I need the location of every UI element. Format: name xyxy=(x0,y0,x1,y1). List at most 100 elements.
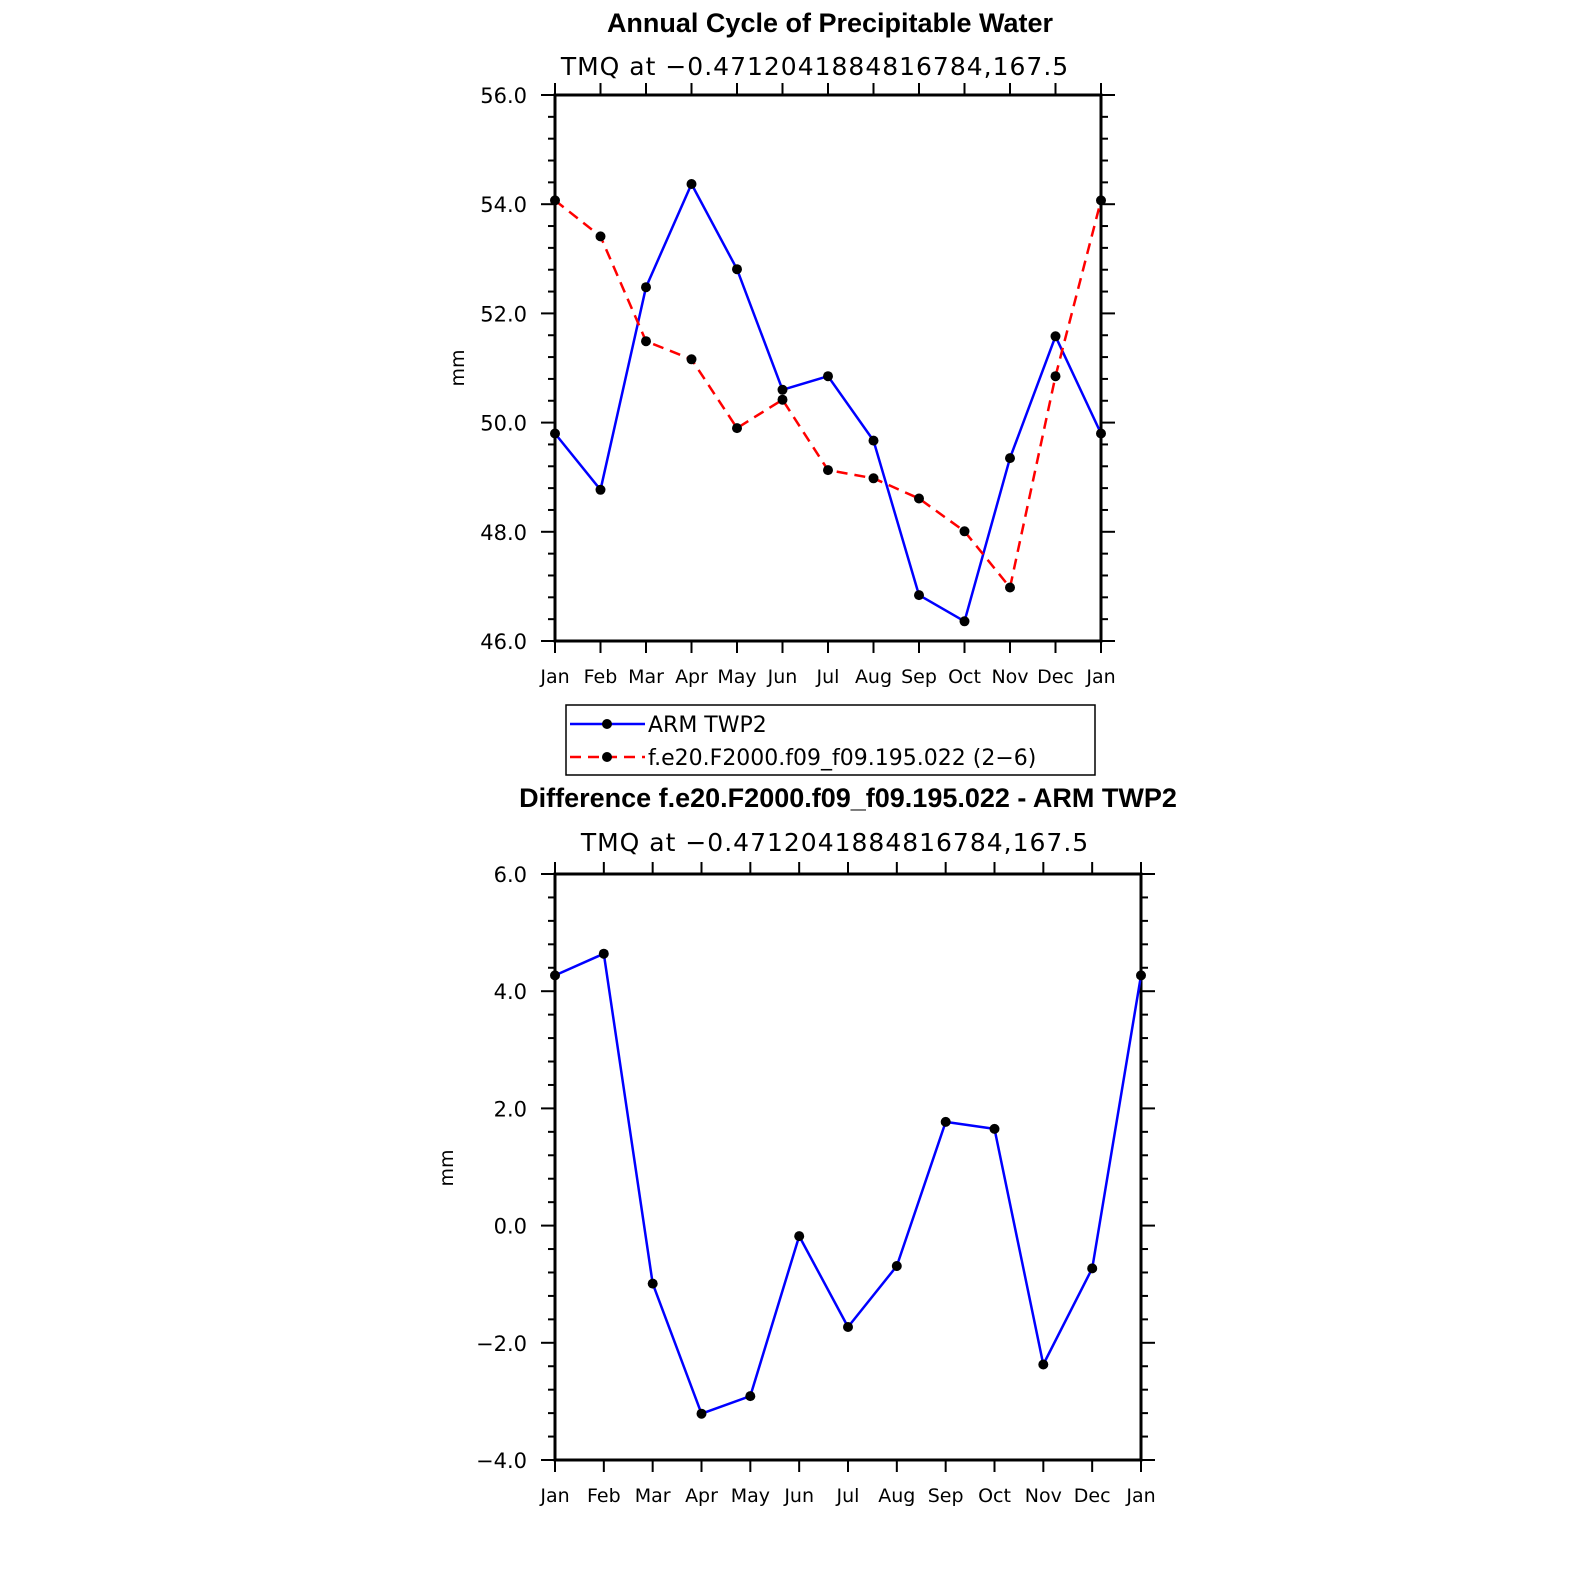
chart2-series-0-point xyxy=(647,1278,658,1289)
chart2-ytick-label: −4.0 xyxy=(476,1449,527,1473)
panel-annual-cycle: Annual Cycle of Precipitable Water TMQ a… xyxy=(447,8,1116,776)
chart1-ytick-label: 46.0 xyxy=(480,630,527,654)
chart1-subtitle: TMQ at −0.4712041884816784,167.5 xyxy=(560,52,1069,81)
chart1-axes: 46.0 48.0 50.0 52.0 54.0 56.0 Jan Feb Mar Apr May J… xyxy=(480,83,1116,688)
chart1-series-1-point xyxy=(595,231,606,242)
chart2-xtick-label: Dec xyxy=(1074,1485,1111,1507)
chart1-plot-frame xyxy=(553,93,1103,643)
panel-difference: Difference f.e20.F2000.f09_f09.195.022 -… xyxy=(436,783,1177,1507)
chart1-series-0-point xyxy=(550,428,560,439)
chart2-plot-frame xyxy=(553,872,1143,1462)
chart2-ytick-label: 2.0 xyxy=(494,1097,527,1121)
chart1-xtick-label: Dec xyxy=(1037,666,1074,688)
chart1-series-1-point xyxy=(686,354,697,365)
chart2-subtitle: TMQ at −0.4712041884816784,167.5 xyxy=(580,828,1089,857)
chart2-ylabel: mm xyxy=(436,1149,458,1186)
chart1-series-0-point xyxy=(686,179,697,189)
chart1-series-line-0 xyxy=(554,182,1103,623)
chart1-xtick-label: Aug xyxy=(855,666,892,688)
chart1-xtick-label: Jan xyxy=(539,666,569,688)
chart2-ytick-label: 0.0 xyxy=(494,1215,527,1239)
legend-entry-arm: ARM TWP2 xyxy=(570,713,767,738)
chart2-series xyxy=(550,948,1146,1419)
chart1-series-1-point xyxy=(1005,582,1015,593)
chart1-xtick-label: Apr xyxy=(675,666,708,688)
chart2-ytick-label: −2.0 xyxy=(476,1332,527,1356)
chart1-series-0-point xyxy=(777,384,788,395)
chart1-xtick-label: Jun xyxy=(767,666,798,688)
chart1-ytick-label: 48.0 xyxy=(480,521,527,545)
chart2-series-0-point xyxy=(1136,970,1146,981)
chart1-series-0-point xyxy=(595,484,606,495)
chart1-series-0-point xyxy=(641,282,651,293)
chart2-xtick-label: Oct xyxy=(978,1485,1011,1507)
chart1-ytick-label: 52.0 xyxy=(480,302,527,326)
legend-label-arm: ARM TWP2 xyxy=(648,713,767,738)
chart2-series-0-point xyxy=(891,1261,902,1271)
chart2-xtick-label: Aug xyxy=(878,1485,915,1507)
chart2-xtick-label: Nov xyxy=(1025,1485,1062,1507)
chart2-series-0-point xyxy=(1038,1359,1049,1370)
chart1-title: Annual Cycle of Precipitable Water xyxy=(607,8,1054,38)
chart1-series-0-point xyxy=(959,616,970,627)
chart1-series-1-point xyxy=(823,465,833,476)
chart1-series-0-point xyxy=(1096,428,1106,439)
legend-label-model: f.e20.F2000.f09_f09.195.022 (2−6) xyxy=(648,746,1036,771)
chart2-series-0-point xyxy=(940,1116,951,1127)
legend-marker-arm xyxy=(602,719,612,729)
chart2-xtick-label: Sep xyxy=(928,1485,964,1507)
chart1-ytick-label: 54.0 xyxy=(480,193,527,217)
chart2-series-0-point xyxy=(1087,1263,1098,1274)
chart1-series-0-point xyxy=(732,264,742,275)
chart1-xtick-label: Jan xyxy=(1085,666,1115,688)
chart1-xtick-label: Mar xyxy=(628,666,664,688)
chart1-series-0-point xyxy=(868,435,879,446)
chart1-xtick-label: May xyxy=(717,666,756,688)
chart2-axes: −4.0 −2.0 0.0 2.0 4.0 6.0 Jan Feb Mar Apr May Jun Ju… xyxy=(476,862,1156,1507)
chart1-legend: ARM TWP2 f.e20.F2000.f09_f09.195.022 (2−… xyxy=(565,704,1096,776)
chart1-series-1-point xyxy=(732,423,742,434)
chart2-series-0-point xyxy=(598,948,609,959)
chart1-series-0-point xyxy=(823,371,833,382)
chart2-xtick-label: Jan xyxy=(539,1485,569,1507)
chart2-xtick-label: Mar xyxy=(635,1485,671,1507)
chart2-series-0-point xyxy=(696,1408,707,1419)
chart2-xtick-label: Apr xyxy=(685,1485,718,1507)
chart2-xtick-label: Jun xyxy=(783,1485,814,1507)
chart2-series-0-point xyxy=(843,1322,853,1332)
legend-box xyxy=(565,704,1096,776)
chart1-series-1-point xyxy=(868,473,879,484)
chart1-series-1-point xyxy=(550,195,560,206)
chart1-series-0-point xyxy=(914,590,924,601)
chart2-title: Difference f.e20.F2000.f09_f09.195.022 -… xyxy=(519,783,1177,813)
chart2-xtick-label: Feb xyxy=(587,1485,621,1507)
chart1-series-0-point xyxy=(1050,331,1061,342)
chart1-series xyxy=(550,179,1106,627)
chart1-series-1-point xyxy=(777,394,788,405)
chart2-series-0-point xyxy=(745,1391,756,1402)
chart1-xtick-label: Nov xyxy=(991,666,1028,688)
chart1-xtick-label: Sep xyxy=(901,666,937,688)
legend-entry-model: f.e20.F2000.f09_f09.195.022 (2−6) xyxy=(570,746,1036,771)
chart2-series-0-point xyxy=(989,1123,1000,1134)
chart2-xtick-label: Jan xyxy=(1125,1485,1155,1507)
chart2-series-0-point xyxy=(794,1231,805,1242)
chart2-ytick-label: 4.0 xyxy=(494,980,527,1004)
chart1-series-1-point xyxy=(959,526,970,537)
chart1-ylabel: mm xyxy=(447,349,469,386)
chart2-series-0-point xyxy=(550,970,560,981)
chart1-xtick-label: Oct xyxy=(948,666,981,688)
chart2-series-line-0 xyxy=(554,952,1143,1415)
chart2-xtick-label: May xyxy=(731,1485,770,1507)
chart1-series-1-point xyxy=(914,493,924,504)
chart2-xtick-label: Jul xyxy=(836,1485,860,1507)
chart1-xtick-label: Feb xyxy=(584,666,618,688)
legend-marker-model xyxy=(602,752,612,762)
chart1-series-line-1 xyxy=(554,199,1103,589)
chart1-series-1-point xyxy=(641,336,651,347)
chart2-ytick-label: 6.0 xyxy=(494,863,527,887)
chart1-series-1-point xyxy=(1096,195,1106,206)
chart1-series-0-point xyxy=(1005,453,1015,464)
chart1-ytick-label: 50.0 xyxy=(480,412,527,436)
